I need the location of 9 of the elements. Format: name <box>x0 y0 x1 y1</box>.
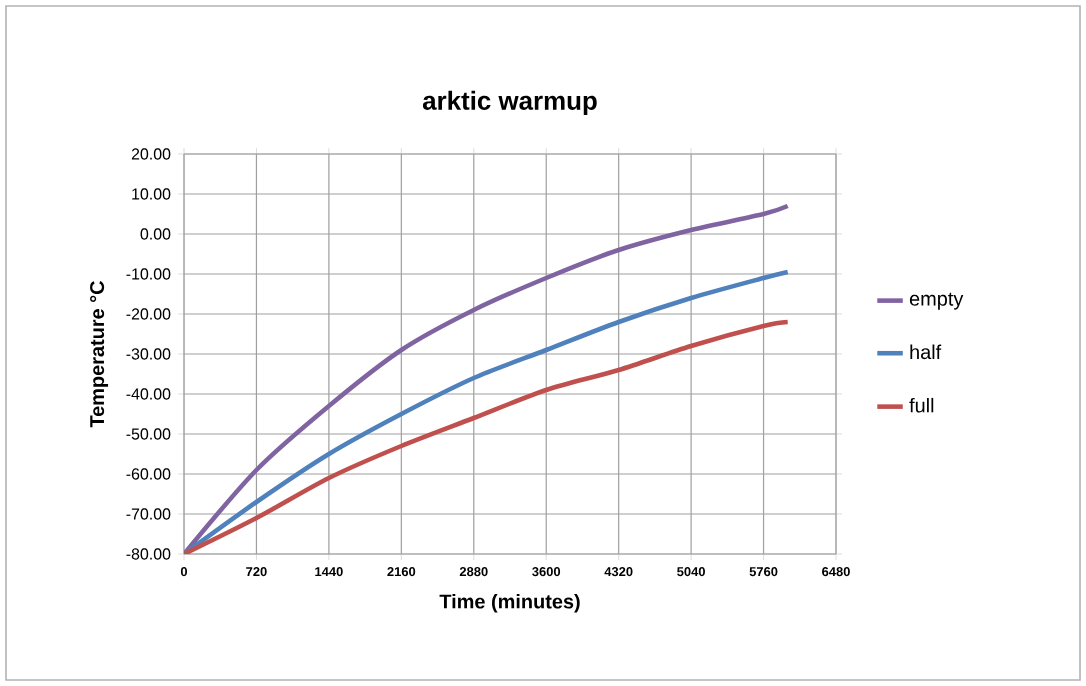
chart-title: arktic warmup <box>422 90 597 116</box>
legend-label: half <box>910 344 942 360</box>
line-series <box>184 203 790 554</box>
x-axis-title: Time (minutes) <box>439 593 580 613</box>
line-series <box>184 319 790 554</box>
line-series <box>184 269 790 554</box>
legend-label: full <box>909 397 934 413</box>
y-axis-title: Temperature °C <box>90 281 109 428</box>
legend-label: empty <box>909 292 964 310</box>
